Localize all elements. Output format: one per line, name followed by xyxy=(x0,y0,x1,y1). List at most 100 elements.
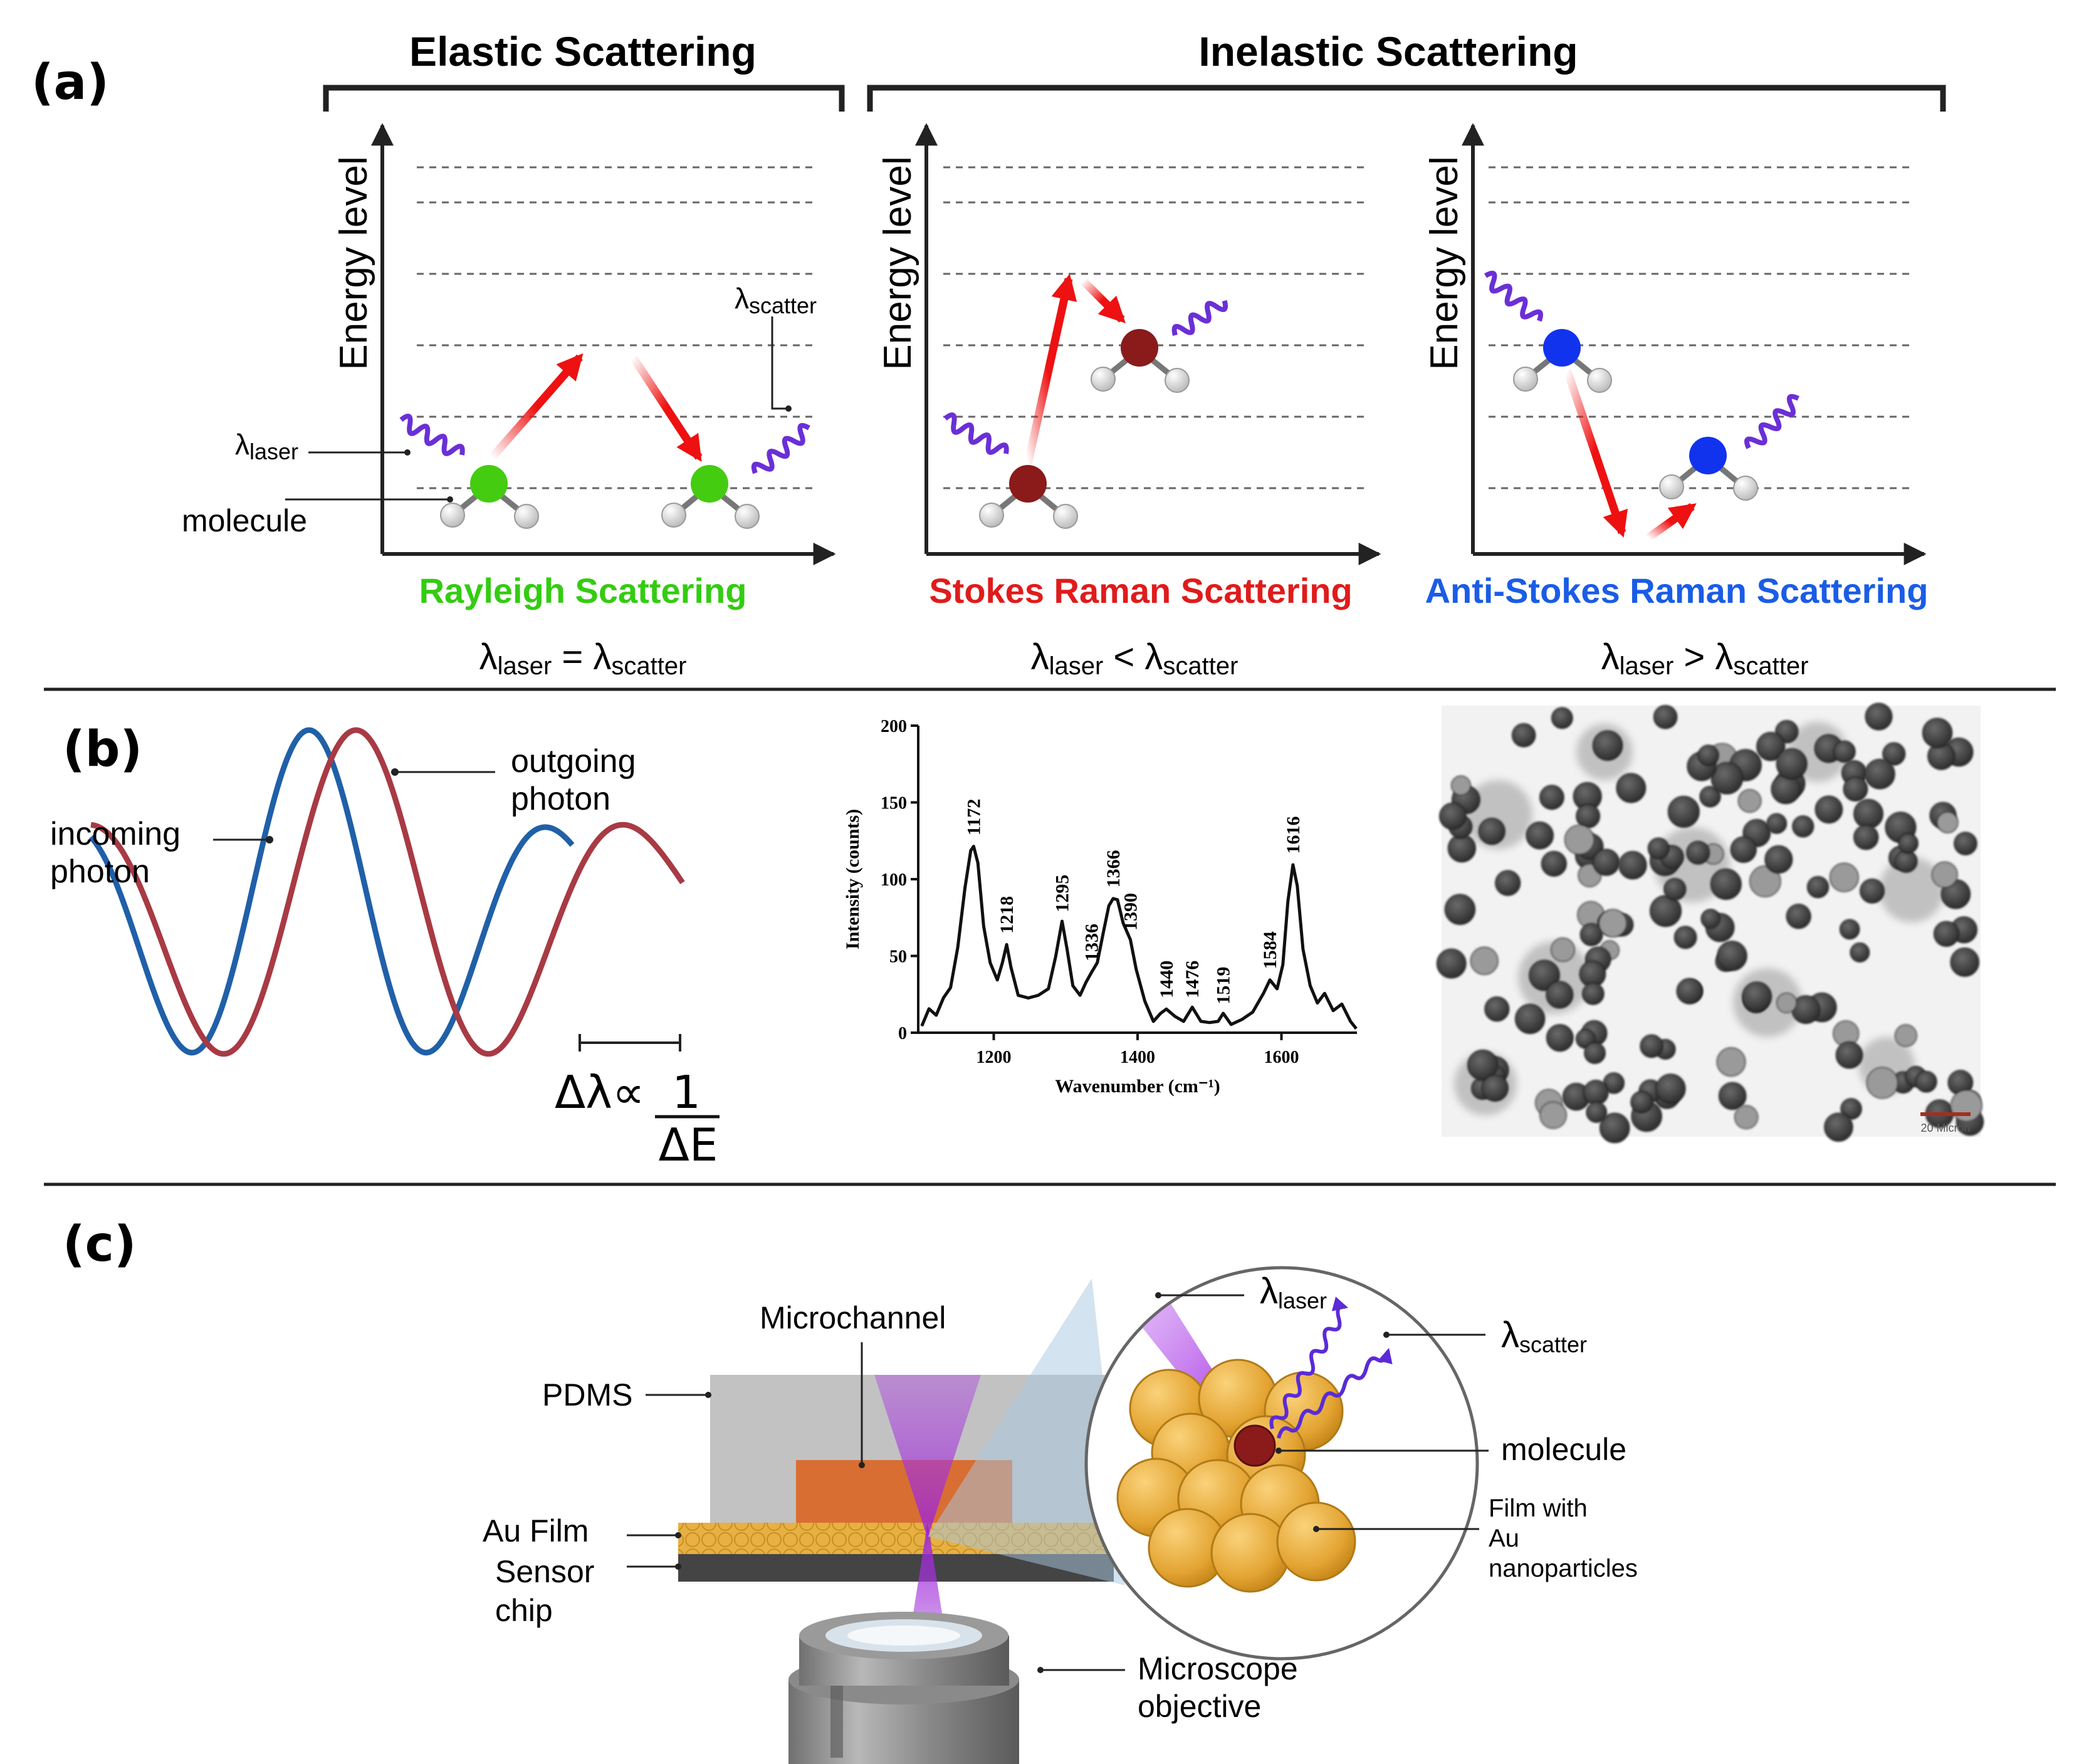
peak-label: 1366 xyxy=(1103,850,1124,887)
cell xyxy=(1850,942,1870,963)
cell xyxy=(1447,834,1476,863)
fraction-numerator: 1 xyxy=(672,1066,701,1119)
cell xyxy=(1950,947,1979,977)
cell xyxy=(1840,1098,1862,1120)
rayleigh-relation: λlaser = λscatter xyxy=(479,637,687,680)
zoom-scatter-lambda: λscatter xyxy=(1501,1315,1587,1357)
peak-label: 1295 xyxy=(1052,875,1073,912)
rayleigh-scatter-leader xyxy=(771,316,788,410)
cell xyxy=(1647,837,1670,860)
antistokes-molecule-final xyxy=(1659,437,1758,501)
cell xyxy=(1824,1112,1853,1142)
cell xyxy=(1718,1082,1747,1110)
cell xyxy=(1933,921,1959,947)
spectrum-series-line xyxy=(920,845,1358,1030)
cell xyxy=(1598,909,1627,937)
molecule-label: molecule xyxy=(182,503,307,538)
cell xyxy=(1484,996,1510,1022)
rayleigh-energy-axis-label: Energy level xyxy=(332,156,375,370)
cell xyxy=(1593,848,1620,876)
cell xyxy=(1686,840,1710,865)
cell xyxy=(1467,1050,1499,1081)
cell xyxy=(1860,878,1885,904)
microscope-objective xyxy=(788,1612,1019,1764)
rayleigh-excite-arrow xyxy=(489,353,584,461)
au-film-label: Au Film xyxy=(483,1513,589,1548)
incoming-photon-wave xyxy=(88,727,575,1056)
cell xyxy=(1564,825,1595,855)
cell xyxy=(1839,919,1860,940)
panel-a-label: (a) xyxy=(31,55,109,111)
stokes-molecule-final xyxy=(1091,329,1190,393)
cell xyxy=(1599,1112,1630,1144)
antistokes-title: Anti-Stokes Raman Scattering xyxy=(1425,571,1929,610)
cell xyxy=(1717,941,1747,971)
scattered-wave-1 xyxy=(1269,1297,1349,1429)
cell xyxy=(1481,1074,1509,1102)
cell xyxy=(1673,926,1697,949)
rayleigh-scatter-lambda: λscatter xyxy=(735,282,817,318)
stokes-diagram: Energy level xyxy=(876,123,1381,680)
rayleigh-incident-wave xyxy=(399,414,465,456)
cell xyxy=(1436,948,1467,979)
cell xyxy=(1710,869,1742,900)
rayleigh-scattered-wave xyxy=(751,422,810,474)
antistokes-energy-levels xyxy=(1489,166,1912,489)
cell xyxy=(1786,904,1811,929)
cell xyxy=(1495,870,1521,896)
cell xyxy=(1864,758,1895,790)
stokes-title: Stokes Raman Scattering xyxy=(929,571,1352,610)
cell xyxy=(1776,992,1797,1013)
cell xyxy=(1898,833,1919,853)
rayleigh-relax-arrow xyxy=(629,355,703,462)
cell xyxy=(1676,978,1703,1005)
cell xyxy=(1514,1003,1546,1035)
cell xyxy=(1630,1090,1653,1114)
cell xyxy=(1915,1070,1937,1093)
gold-nanoparticle-cluster xyxy=(1116,1359,1356,1593)
stokes-energy-levels xyxy=(943,166,1366,489)
cell xyxy=(1697,744,1719,766)
sensor-chip-label: Sensor chip xyxy=(495,1554,594,1628)
elastic-title: Elastic Scattering xyxy=(409,28,757,75)
cell xyxy=(1829,862,1859,892)
panel-b: (b) incoming photon outgoing photon Δλ∝ 1 … xyxy=(50,702,1984,1171)
x-tick-label: 1600 xyxy=(1264,1048,1299,1067)
stokes-molecule-initial xyxy=(979,465,1078,529)
cell xyxy=(1439,802,1467,830)
cell xyxy=(1776,748,1808,780)
antistokes-molecule-initial xyxy=(1513,329,1612,393)
cell xyxy=(1771,774,1801,805)
panel-c-label: (c) xyxy=(63,1216,137,1273)
cell xyxy=(1806,875,1830,899)
cell xyxy=(1894,1024,1917,1047)
stokes-incident-wave xyxy=(943,412,1009,455)
antistokes-return-arrow xyxy=(1646,503,1697,541)
cell xyxy=(1853,824,1879,850)
cell xyxy=(1529,959,1560,991)
peak-label: 1584 xyxy=(1260,931,1280,969)
raman-spectrum-chart: 0 50 100 150 200 1200 1400 1600 1172 1218 1295 13… xyxy=(842,717,1358,1097)
cell xyxy=(1584,1042,1606,1064)
cell xyxy=(1700,909,1721,929)
y-tick-label: 50 xyxy=(889,947,907,967)
peak-label: 1336 xyxy=(1082,924,1102,961)
cell-micrograph: 20 Micron xyxy=(1436,702,1984,1144)
cell xyxy=(1937,812,1959,833)
cell xyxy=(1640,1034,1663,1058)
incoming-photon-label: incoming photon xyxy=(50,816,181,890)
scattered-wave-2 xyxy=(1277,1347,1393,1439)
cell xyxy=(1699,786,1721,808)
stokes-relax-arrow xyxy=(1080,278,1126,323)
peak-label: 1440 xyxy=(1156,961,1177,998)
antistokes-relation: λlaser > λscatter xyxy=(1601,637,1809,680)
cell xyxy=(1853,798,1883,829)
cell xyxy=(1586,1102,1608,1123)
pdms-label: PDMS xyxy=(542,1377,632,1412)
cell xyxy=(1950,1090,1982,1122)
antistokes-energy-axis-label: Energy level xyxy=(1423,156,1466,370)
peak-label: 1616 xyxy=(1283,817,1304,854)
cell xyxy=(1551,707,1573,729)
cell xyxy=(1922,718,1953,748)
